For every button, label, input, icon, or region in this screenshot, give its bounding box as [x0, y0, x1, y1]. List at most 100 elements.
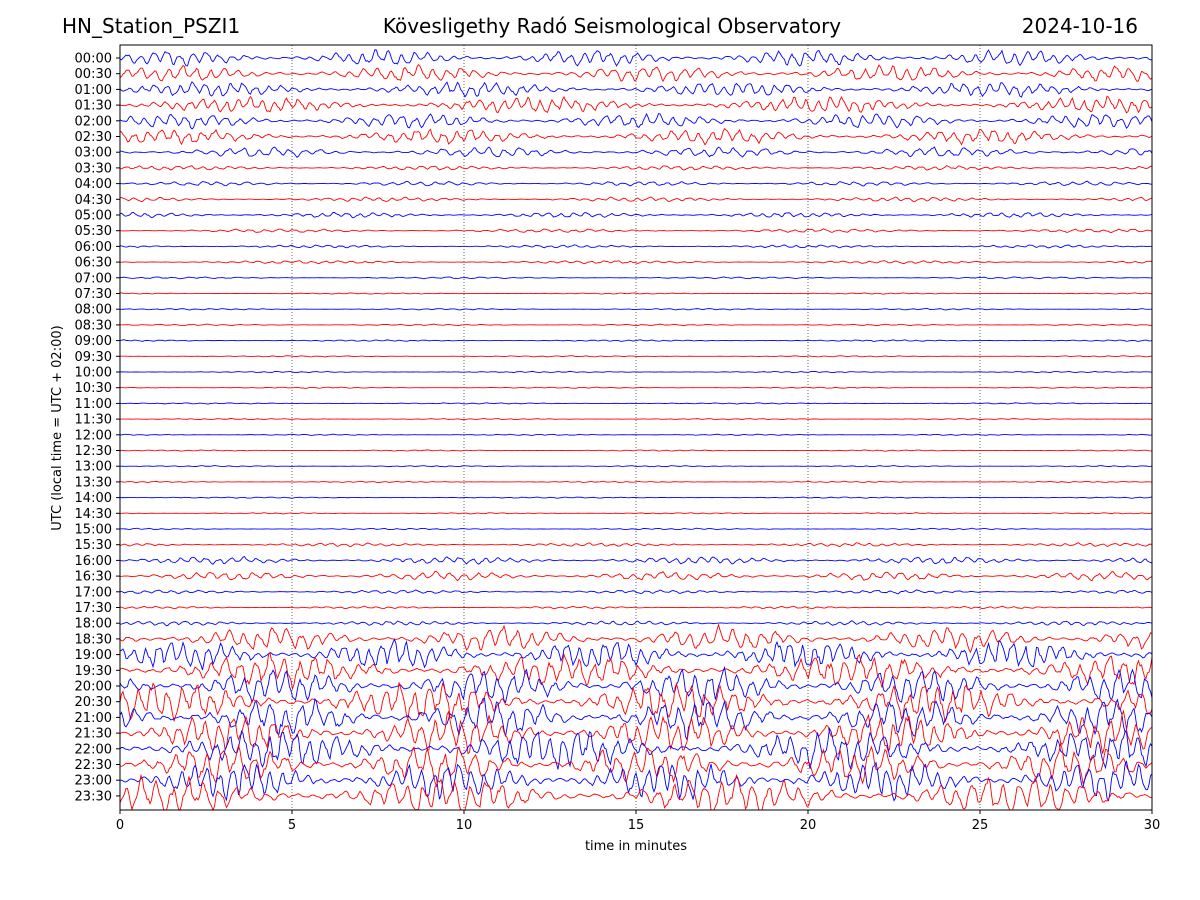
y-tick-label: 05:00 — [75, 209, 112, 224]
y-tick-label: 23:00 — [75, 774, 112, 789]
y-tick-label: 14:30 — [75, 507, 112, 522]
y-tick-label: 23:30 — [75, 789, 112, 804]
trace-2130 — [119, 709, 1153, 755]
trace-0600 — [119, 244, 1153, 249]
trace-0900 — [119, 339, 1153, 342]
trace-0230 — [119, 127, 1153, 146]
trace-0830 — [119, 323, 1153, 327]
y-tick-label: 18:30 — [75, 632, 112, 647]
trace-1430 — [119, 512, 1153, 515]
seismic-traces — [119, 49, 1153, 812]
y-tick-label: 21:30 — [75, 727, 112, 742]
trace-0330 — [119, 165, 1153, 171]
y-tick-label: 22:00 — [75, 742, 112, 757]
trace-1630 — [119, 570, 1153, 582]
y-tick-label: 00:00 — [75, 52, 112, 67]
y-tick-label: 21:00 — [75, 711, 112, 726]
observatory-title: Kövesligethy Radó Seismological Observat… — [382, 14, 842, 38]
y-tick-label: 18:00 — [75, 617, 112, 632]
trace-2030 — [119, 682, 1153, 723]
x-tick-label: 0 — [116, 818, 124, 833]
y-tick-label: 15:30 — [75, 538, 112, 553]
y-tick-label: 01:30 — [75, 99, 112, 114]
y-tick-label: 08:30 — [75, 318, 112, 333]
x-tick-label: 15 — [628, 818, 645, 833]
trace-1300 — [119, 465, 1153, 468]
trace-2330 — [119, 773, 1153, 812]
y-tick-label: 19:30 — [75, 664, 112, 679]
y-tick-label: 16:30 — [75, 570, 112, 585]
plot-date: 2024-10-16 — [1021, 14, 1138, 38]
y-tick-label: 13:30 — [75, 475, 112, 490]
y-tick-label: 12:30 — [75, 444, 112, 459]
y-tick-label: 12:00 — [75, 428, 112, 443]
trace-1830 — [119, 623, 1153, 654]
trace-0030 — [119, 63, 1153, 83]
trace-1130 — [119, 418, 1153, 421]
y-tick-label: 13:00 — [75, 460, 112, 475]
grid-lines — [291, 45, 981, 810]
trace-0630 — [119, 260, 1153, 265]
y-tick-label: 15:00 — [75, 523, 112, 538]
x-axis-label: time in minutes — [585, 839, 687, 854]
trace-0130 — [119, 95, 1153, 114]
trace-1530 — [119, 542, 1153, 548]
trace-2300 — [119, 760, 1153, 802]
y-tick-label: 07:00 — [75, 271, 112, 286]
trace-1330 — [119, 480, 1153, 483]
trace-1500 — [119, 527, 1153, 531]
y-tick-label: 11:00 — [75, 397, 112, 412]
x-axis-ticks: 0 5 10 15 20 25 30 — [116, 810, 1160, 833]
trace-0100 — [119, 81, 1153, 98]
y-tick-label: 19:00 — [75, 648, 112, 663]
y-tick-label: 04:00 — [75, 177, 112, 192]
y-tick-label: 07:30 — [75, 287, 112, 302]
y-tick-label: 17:00 — [75, 585, 112, 600]
trace-0800 — [119, 308, 1153, 311]
trace-0400 — [119, 180, 1153, 187]
x-tick-label: 10 — [456, 818, 473, 833]
trace-1700 — [119, 589, 1153, 595]
y-tick-label: 16:00 — [75, 554, 112, 569]
trace-1230 — [119, 449, 1153, 452]
y-axis-label: UTC (local time = UTC + 02:00) — [50, 325, 65, 530]
trace-2200 — [119, 726, 1153, 770]
trace-1930 — [119, 651, 1153, 691]
y-tick-label: 08:00 — [75, 303, 112, 318]
x-tick-label: 5 — [288, 818, 296, 833]
trace-0930 — [120, 355, 1153, 358]
x-tick-label: 20 — [800, 818, 817, 833]
trace-0200 — [119, 112, 1153, 130]
trace-2230 — [119, 742, 1153, 788]
trace-1030 — [119, 386, 1153, 389]
trace-2000 — [119, 665, 1153, 707]
trace-1200 — [119, 433, 1153, 436]
y-tick-label: 09:30 — [75, 350, 112, 365]
y-tick-label: 10:00 — [75, 366, 112, 381]
y-tick-label: 20:30 — [75, 695, 112, 710]
y-tick-label: 02:00 — [75, 114, 112, 129]
y-tick-label: 03:00 — [75, 146, 112, 161]
trace-0430 — [119, 196, 1153, 203]
y-tick-label: 01:00 — [75, 83, 112, 98]
trace-1600 — [119, 555, 1153, 565]
trace-0300 — [119, 146, 1153, 158]
y-tick-label: 05:30 — [75, 224, 112, 239]
y-tick-label: 02:30 — [75, 130, 112, 145]
trace-1900 — [119, 638, 1153, 671]
y-tick-label: 20:00 — [75, 680, 112, 695]
y-tick-label: 04:30 — [75, 193, 112, 208]
y-tick-label: 11:30 — [75, 413, 112, 428]
trace-1100 — [119, 402, 1153, 405]
trace-1730 — [119, 605, 1153, 610]
y-axis-ticks: 00:0000:3001:0001:3002:0002:3003:0003:30… — [75, 52, 120, 804]
x-tick-label: 25 — [972, 818, 989, 833]
trace-1000 — [119, 370, 1153, 374]
trace-0000 — [119, 49, 1153, 67]
station-name: HN_Station_PSZI1 — [62, 14, 241, 38]
trace-0530 — [119, 228, 1153, 233]
y-tick-label: 14:00 — [75, 491, 112, 506]
y-tick-label: 17:30 — [75, 601, 112, 616]
y-tick-label: 22:30 — [75, 758, 112, 773]
